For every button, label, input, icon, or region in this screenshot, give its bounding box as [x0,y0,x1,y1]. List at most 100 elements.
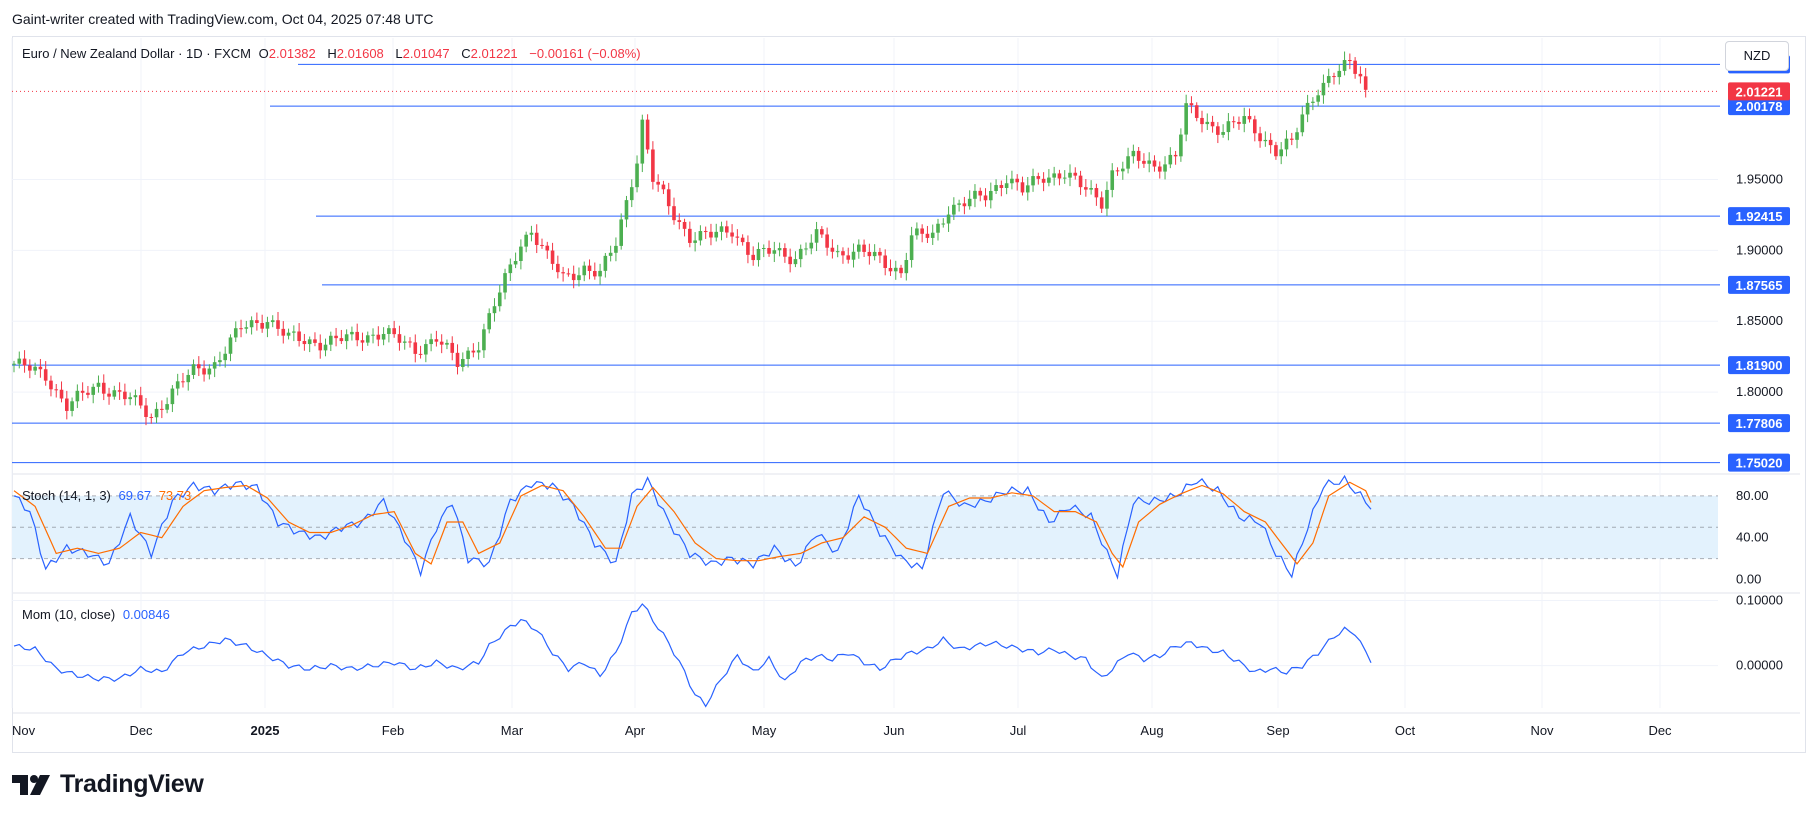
time-tick-label: Nov [12,723,36,738]
candle-body [1036,176,1041,179]
candle-body [783,248,787,257]
candle-body [239,328,243,330]
candle-body [820,229,824,235]
stoch-band [12,495,1718,559]
candle-body [323,344,328,351]
time-axis: Nov Dec 2025 Feb Mar Apr May Jun Jul Aug Sep Oct Nov… [12,723,1672,738]
candle-body [1353,60,1357,74]
open-value: 2.01382 [268,46,316,61]
candle-body [429,339,433,345]
momentum-pane [12,600,1718,708]
candle-body [471,350,476,353]
candle-body [434,339,439,342]
candle-body [883,255,887,268]
candle-body [1295,132,1299,140]
last-price-tag [1728,82,1790,101]
time-tick-label: Jul [1010,723,1027,738]
candle-body [1025,185,1030,193]
candle-body [387,328,391,334]
level-price-label: 1.81900 [1736,358,1783,373]
price-tick-label: 1.85000 [1736,313,1783,328]
candle-body [957,203,961,205]
tradingview-logo-icon [12,774,50,795]
candle-body [1131,150,1136,157]
candle-body [1068,172,1072,178]
candle-body [1047,177,1051,183]
candle-body [1237,121,1241,124]
level-price-label: 2.00178 [1736,99,1783,114]
candle-body [160,408,164,410]
candle-body [577,275,581,281]
candle-body [688,228,692,243]
candle-body [1358,73,1363,77]
candle-body [191,364,196,375]
candle-body [1099,197,1104,209]
level-price-tag [1728,275,1790,294]
candle-body [117,390,122,392]
candle-body [730,232,734,237]
candle-body [482,329,486,351]
candle-body [402,341,407,343]
candle-body [624,200,629,220]
candle-body [1231,121,1236,123]
close-label: C [461,46,471,61]
candle-body [1041,178,1046,183]
candle-body [138,395,143,406]
candle-body [862,244,866,252]
candle-body [107,393,111,397]
candle-body [270,320,275,323]
candle-body [587,265,592,271]
candle-body [1078,175,1083,188]
time-tick-label: Dec [1648,723,1672,738]
level-price-tag [1728,414,1790,433]
currency-selector[interactable]: NZD [1725,41,1789,71]
candle-body [804,248,808,250]
candle-body [777,248,782,251]
candle-body [740,237,745,243]
candle-body [698,231,703,241]
candle-body [65,398,69,411]
candle-body [513,260,518,265]
candle-body [761,247,766,249]
candle-body [719,226,724,232]
candle-body [461,358,465,367]
candle-body [593,270,597,277]
candle-body [1189,103,1194,106]
close-value: 2.01221 [470,46,518,61]
tradingview-logo[interactable]: TradingView [12,770,204,799]
candle-body [233,328,238,338]
stoch-k-value: 69.67 [118,488,152,503]
candle-body [767,247,771,254]
candle-body [867,251,872,257]
candle-body [265,322,270,329]
mom-title: Mom (10, close) [22,607,116,622]
candle-body [1337,70,1342,78]
candle-body [851,251,856,260]
candle-body [1142,160,1146,164]
time-tick-label: Dec [129,723,153,738]
candle-body [1279,149,1283,157]
candle-body [772,250,777,254]
candle-body [1010,178,1014,184]
candle-body [651,149,655,182]
candle-body [841,251,845,256]
candle-body [1216,126,1220,135]
candle-body [492,306,497,314]
candle-body [365,335,370,343]
candle-body [735,236,740,238]
candle-body [1179,134,1183,157]
candle-body [1326,76,1331,83]
time-tick-label: Nov [1530,723,1554,738]
candle-body [798,248,803,260]
candle-body [28,365,32,371]
candle-body [1084,187,1088,190]
candle-body [86,392,90,395]
stoch-title: Stoch (14, 1, 3) [22,488,111,503]
candle-body [445,342,449,345]
candle-body [154,408,159,418]
candle-body [329,335,333,345]
candle-body [218,360,222,363]
horizontal-levels [12,63,1720,464]
candle-body [788,256,792,265]
